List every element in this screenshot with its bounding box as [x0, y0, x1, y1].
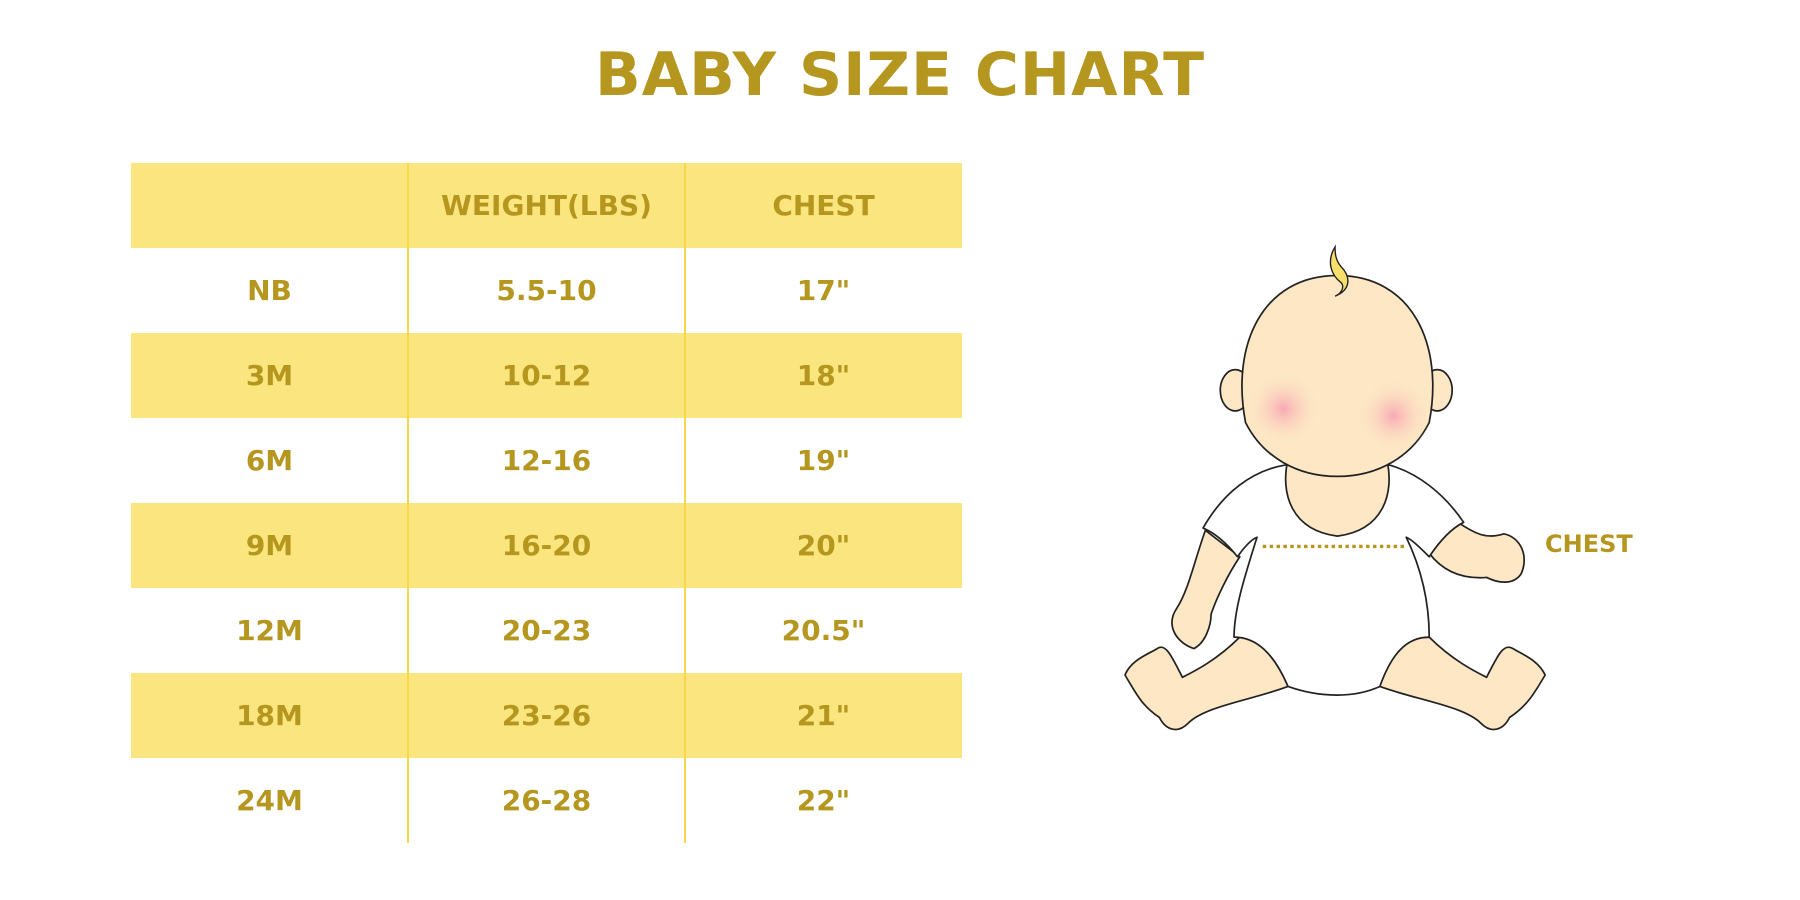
hair-curl [1329, 244, 1349, 297]
chest-cell: 22" [796, 784, 851, 817]
right-cheek [1356, 378, 1431, 453]
chest-cell: 19" [796, 444, 851, 477]
table-row: 18M 23-26 21" [131, 673, 962, 758]
table-row: 12M 20-23 20.5" [131, 588, 962, 673]
size-cell: NB [247, 274, 292, 307]
size-table: WEIGHT(LBS) CHEST NB 5.5-10 17" 3M 10-12… [131, 163, 962, 843]
weight-cell: 23-26 [501, 699, 592, 732]
size-cell: 18M [236, 699, 303, 732]
weight-cell: 16-20 [501, 529, 592, 562]
table-row: 6M 12-16 19" [131, 418, 962, 503]
neck [1284, 458, 1390, 537]
weight-cell: 26-28 [501, 784, 592, 817]
chest-cell: 20" [796, 529, 851, 562]
left-cheek [1246, 371, 1321, 446]
onesie [1202, 464, 1465, 696]
size-cell: 3M [245, 359, 294, 392]
weight-cell: 5.5-10 [496, 274, 597, 307]
table-row: 3M 10-12 18" [131, 333, 962, 418]
left-leg [1124, 636, 1289, 731]
size-cell: 9M [245, 529, 294, 562]
left-arm [1171, 529, 1241, 650]
size-cell: 24M [236, 784, 303, 817]
chest-cell: 17" [796, 274, 851, 307]
chest-cell: 21" [796, 699, 851, 732]
weight-cell: 10-12 [501, 359, 592, 392]
page-title: BABY SIZE CHART [595, 40, 1205, 110]
right-leg [1378, 636, 1547, 731]
right-arm [1428, 521, 1526, 584]
column-divider [684, 163, 686, 843]
table-row: NB 5.5-10 17" [131, 248, 962, 333]
size-cell: 6M [245, 444, 294, 477]
header-chest: CHEST [772, 189, 875, 222]
table-row: 24M 26-28 22" [131, 758, 962, 843]
chest-cell: 18" [796, 359, 851, 392]
column-divider [407, 163, 409, 843]
table-header-row: WEIGHT(LBS) CHEST [131, 163, 962, 248]
chest-label: CHEST [1545, 530, 1633, 558]
size-cell: 12M [236, 614, 303, 647]
table-row: 9M 16-20 20" [131, 503, 962, 588]
header-weight: WEIGHT(LBS) [441, 189, 652, 222]
chest-cell: 20.5" [781, 614, 866, 647]
weight-cell: 12-16 [501, 444, 592, 477]
weight-cell: 20-23 [501, 614, 592, 647]
